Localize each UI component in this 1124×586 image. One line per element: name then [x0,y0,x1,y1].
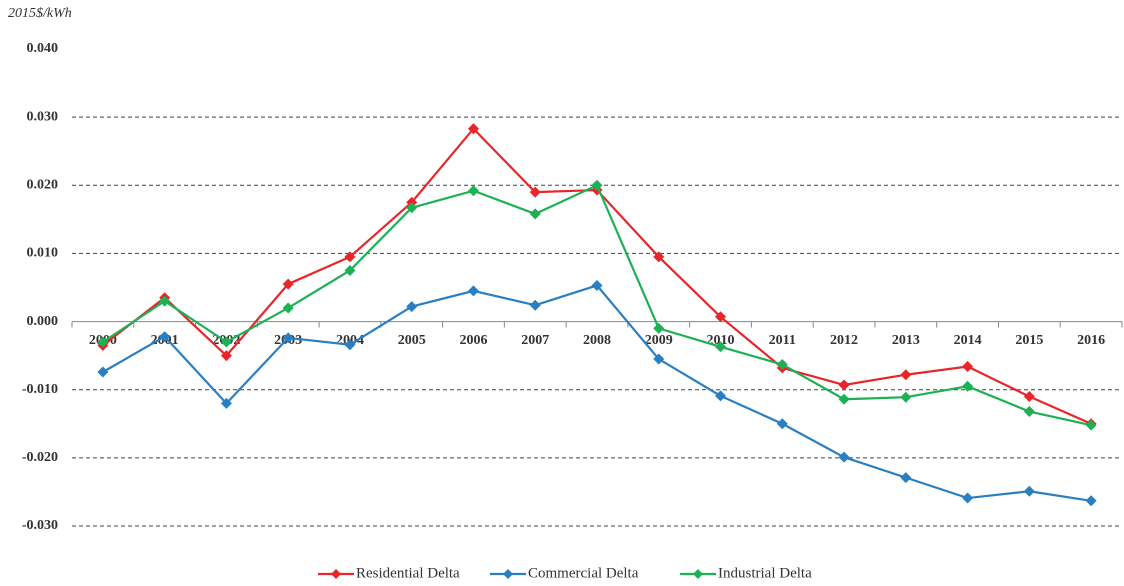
data-point [529,208,541,220]
data-point [159,295,171,307]
data-point [715,390,727,402]
y-tick-label: 0.000 [27,314,59,329]
series-line [102,183,1092,427]
y-tick-label: -0.020 [22,450,58,465]
legend-label: Residential Delta [356,565,460,581]
data-point [282,302,294,314]
y-tick-label: 0.030 [27,109,59,124]
y-tick-label: -0.010 [22,382,58,397]
data-point [962,380,974,392]
data-point [591,179,603,191]
data-point [653,251,665,263]
data-point [653,353,665,365]
data-point [776,359,788,371]
data-point [406,301,418,313]
data-point [591,279,603,291]
data-point [467,285,479,297]
data-point [344,264,356,276]
y-tick-label: 0.020 [27,178,59,193]
x-tick-label: 2015 [1015,333,1043,348]
series-line [102,127,1092,425]
x-tick-label: 2013 [892,333,920,348]
data-point [220,397,232,409]
data-point [467,123,479,135]
data-point [838,451,850,463]
data-point [1023,406,1035,418]
legend-marker [693,569,703,579]
data-point [715,311,727,323]
data-point [406,202,418,214]
x-tick-label: 2014 [954,333,982,348]
x-tick-label: 2012 [830,333,858,348]
data-point [962,492,974,504]
data-point [776,418,788,430]
data-point [962,361,974,373]
data-point [1023,485,1035,497]
data-point [715,341,727,353]
data-point [159,331,171,343]
x-tick-label: 2005 [398,333,426,348]
data-point [1023,391,1035,403]
data-point [1085,495,1097,507]
data-point [467,185,479,197]
x-tick-label: 2006 [459,333,487,348]
series-line [102,284,1092,502]
data-point [344,251,356,263]
legend-label: Commercial Delta [528,565,639,581]
x-tick-label: 2007 [521,333,549,348]
data-point [900,369,912,381]
x-tick-label: 2008 [583,333,611,348]
data-point [529,186,541,198]
data-point [900,391,912,403]
data-point [653,322,665,334]
data-point [838,393,850,405]
y-axis-label: 2015$/kWh [8,6,72,21]
data-point [220,336,232,348]
data-point [97,336,109,348]
data-point [220,350,232,362]
legend-marker [503,569,513,579]
legend-marker [331,569,341,579]
data-point [900,472,912,484]
data-point [838,379,850,391]
data-point [1085,419,1097,431]
legend-label: Industrial Delta [718,565,812,581]
x-tick-label: 2009 [645,333,673,348]
y-tick-label: 0.040 [27,41,59,56]
y-tick-label: 0.010 [27,246,59,261]
x-tick-label: 2016 [1077,333,1105,348]
data-point [97,366,109,378]
data-point [529,299,541,311]
x-tick-label: 2011 [769,333,796,348]
data-point [344,339,356,351]
y-tick-label: -0.030 [22,518,58,533]
data-point [282,278,294,290]
data-point [282,332,294,344]
